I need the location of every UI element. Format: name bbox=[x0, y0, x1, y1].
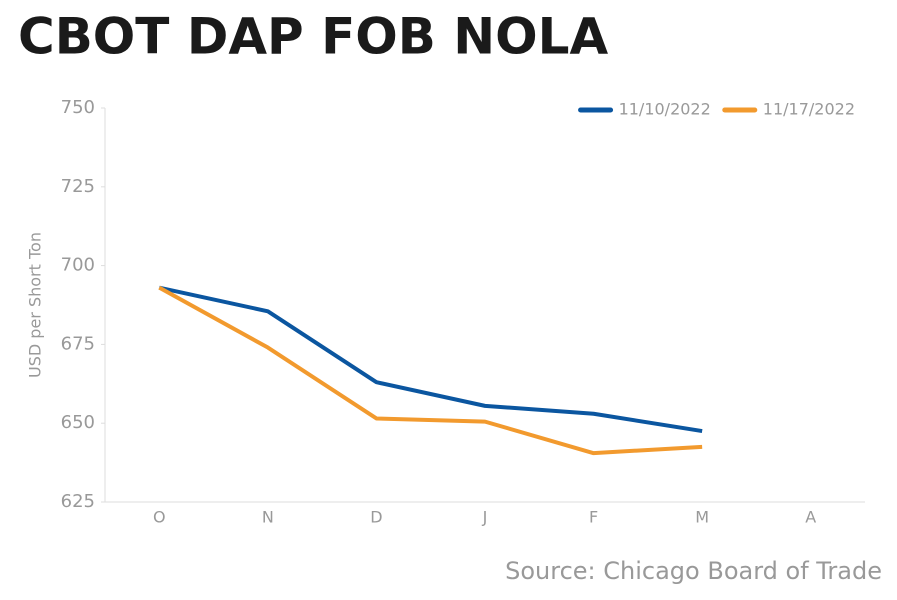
x-tick-label: M bbox=[695, 508, 709, 527]
y-tick-label: 625 bbox=[61, 491, 95, 512]
x-tick-label: J bbox=[482, 508, 488, 527]
series-line bbox=[158, 285, 703, 434]
data-label: 642.50 bbox=[827, 0, 881, 8]
y-tick-label: 725 bbox=[61, 176, 95, 197]
legend-label: 11/17/2022 bbox=[763, 100, 855, 119]
y-tick-label: 750 bbox=[61, 97, 95, 118]
series-line bbox=[158, 285, 703, 456]
y-axis-label: USD per Short Ton bbox=[26, 232, 45, 378]
chart-title: CBOT DAP FOB NOLA bbox=[18, 8, 608, 66]
y-tick-label: 675 bbox=[61, 333, 95, 354]
source: Source: Chicago Board of Trade bbox=[505, 557, 882, 585]
x-tick-label: N bbox=[262, 508, 274, 527]
y-tick-label: 700 bbox=[61, 255, 95, 276]
x-tick-label: O bbox=[153, 508, 166, 527]
y-tick-label: 650 bbox=[61, 412, 95, 433]
x-tick-label: D bbox=[370, 508, 382, 527]
legend-label: 11/10/2022 bbox=[619, 100, 711, 119]
x-tick-label: A bbox=[805, 508, 816, 527]
x-tick-label: F bbox=[589, 508, 598, 527]
data-label: 647.50 bbox=[827, 0, 881, 8]
